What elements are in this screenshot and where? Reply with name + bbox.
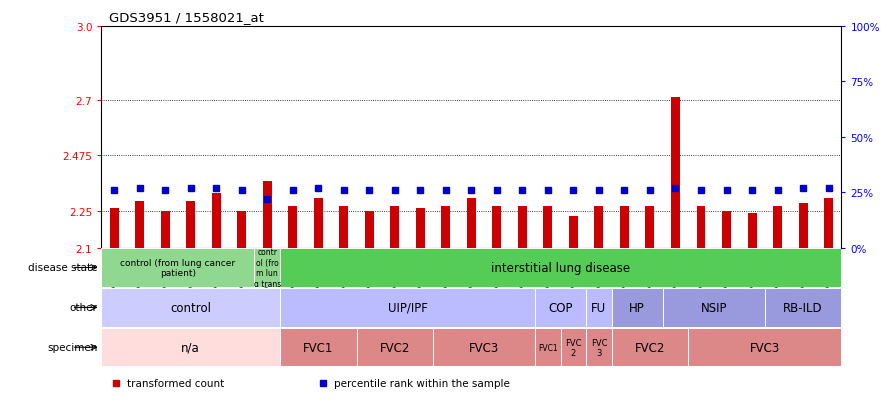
Text: transformed count: transformed count — [127, 378, 225, 388]
Text: FVC
2: FVC 2 — [565, 338, 581, 357]
Bar — [255, 249, 280, 287]
Text: HP: HP — [629, 301, 645, 314]
Bar — [237, 211, 246, 248]
Bar — [824, 199, 833, 248]
Text: FVC1: FVC1 — [303, 341, 333, 354]
Bar — [748, 214, 757, 248]
Bar — [663, 289, 765, 327]
Text: n/a: n/a — [181, 341, 200, 354]
Bar — [646, 206, 655, 248]
Bar — [280, 328, 357, 366]
Bar — [798, 204, 808, 248]
Text: RB-ILD: RB-ILD — [783, 301, 823, 314]
Bar — [688, 328, 841, 366]
Bar — [288, 206, 297, 248]
Text: control: control — [170, 301, 211, 314]
Bar — [101, 249, 255, 287]
Bar — [535, 289, 586, 327]
Text: FVC2: FVC2 — [635, 341, 665, 354]
Bar — [433, 328, 535, 366]
Bar — [441, 206, 450, 248]
Bar — [671, 98, 680, 248]
Text: FVC3: FVC3 — [469, 341, 500, 354]
Text: FU: FU — [591, 301, 606, 314]
Text: control (from lung cancer
patient): control (from lung cancer patient) — [121, 258, 235, 278]
Text: COP: COP — [548, 301, 573, 314]
Bar — [263, 182, 271, 248]
Text: FVC3: FVC3 — [750, 341, 780, 354]
Text: specimen: specimen — [48, 342, 98, 352]
Bar — [774, 206, 782, 248]
Text: disease state: disease state — [28, 263, 98, 273]
Bar — [280, 249, 841, 287]
Text: other: other — [70, 303, 98, 313]
Bar — [467, 199, 476, 248]
Bar — [160, 211, 169, 248]
Bar — [586, 328, 611, 366]
Bar — [365, 211, 374, 248]
Bar — [611, 289, 663, 327]
Bar — [611, 328, 688, 366]
Bar — [697, 206, 706, 248]
Bar — [109, 209, 119, 248]
Bar — [211, 194, 220, 248]
Bar — [390, 206, 399, 248]
Text: NSIP: NSIP — [700, 301, 727, 314]
Text: interstitial lung disease: interstitial lung disease — [491, 261, 630, 274]
Bar — [595, 206, 603, 248]
Text: FVC1: FVC1 — [538, 343, 558, 352]
Bar — [339, 206, 348, 248]
Bar — [492, 206, 501, 248]
Bar — [535, 328, 560, 366]
Text: contr
ol (fro
m lun
g trans: contr ol (fro m lun g trans — [254, 248, 281, 288]
Bar — [586, 289, 611, 327]
Bar — [135, 201, 144, 248]
Bar — [518, 206, 527, 248]
Text: FVC
3: FVC 3 — [590, 338, 607, 357]
Bar — [544, 206, 552, 248]
Bar — [101, 328, 280, 366]
Bar — [765, 289, 841, 327]
Bar — [569, 216, 578, 248]
Bar — [314, 199, 322, 248]
Bar — [357, 328, 433, 366]
Text: percentile rank within the sample: percentile rank within the sample — [335, 378, 510, 388]
Text: FVC2: FVC2 — [380, 341, 410, 354]
Bar — [186, 201, 195, 248]
Bar — [722, 211, 731, 248]
Bar — [620, 206, 629, 248]
Text: GDS3951 / 1558021_at: GDS3951 / 1558021_at — [108, 11, 263, 24]
Bar — [560, 328, 586, 366]
Bar — [280, 289, 535, 327]
Bar — [416, 209, 425, 248]
Bar — [101, 289, 280, 327]
Text: UIP/IPF: UIP/IPF — [388, 301, 427, 314]
